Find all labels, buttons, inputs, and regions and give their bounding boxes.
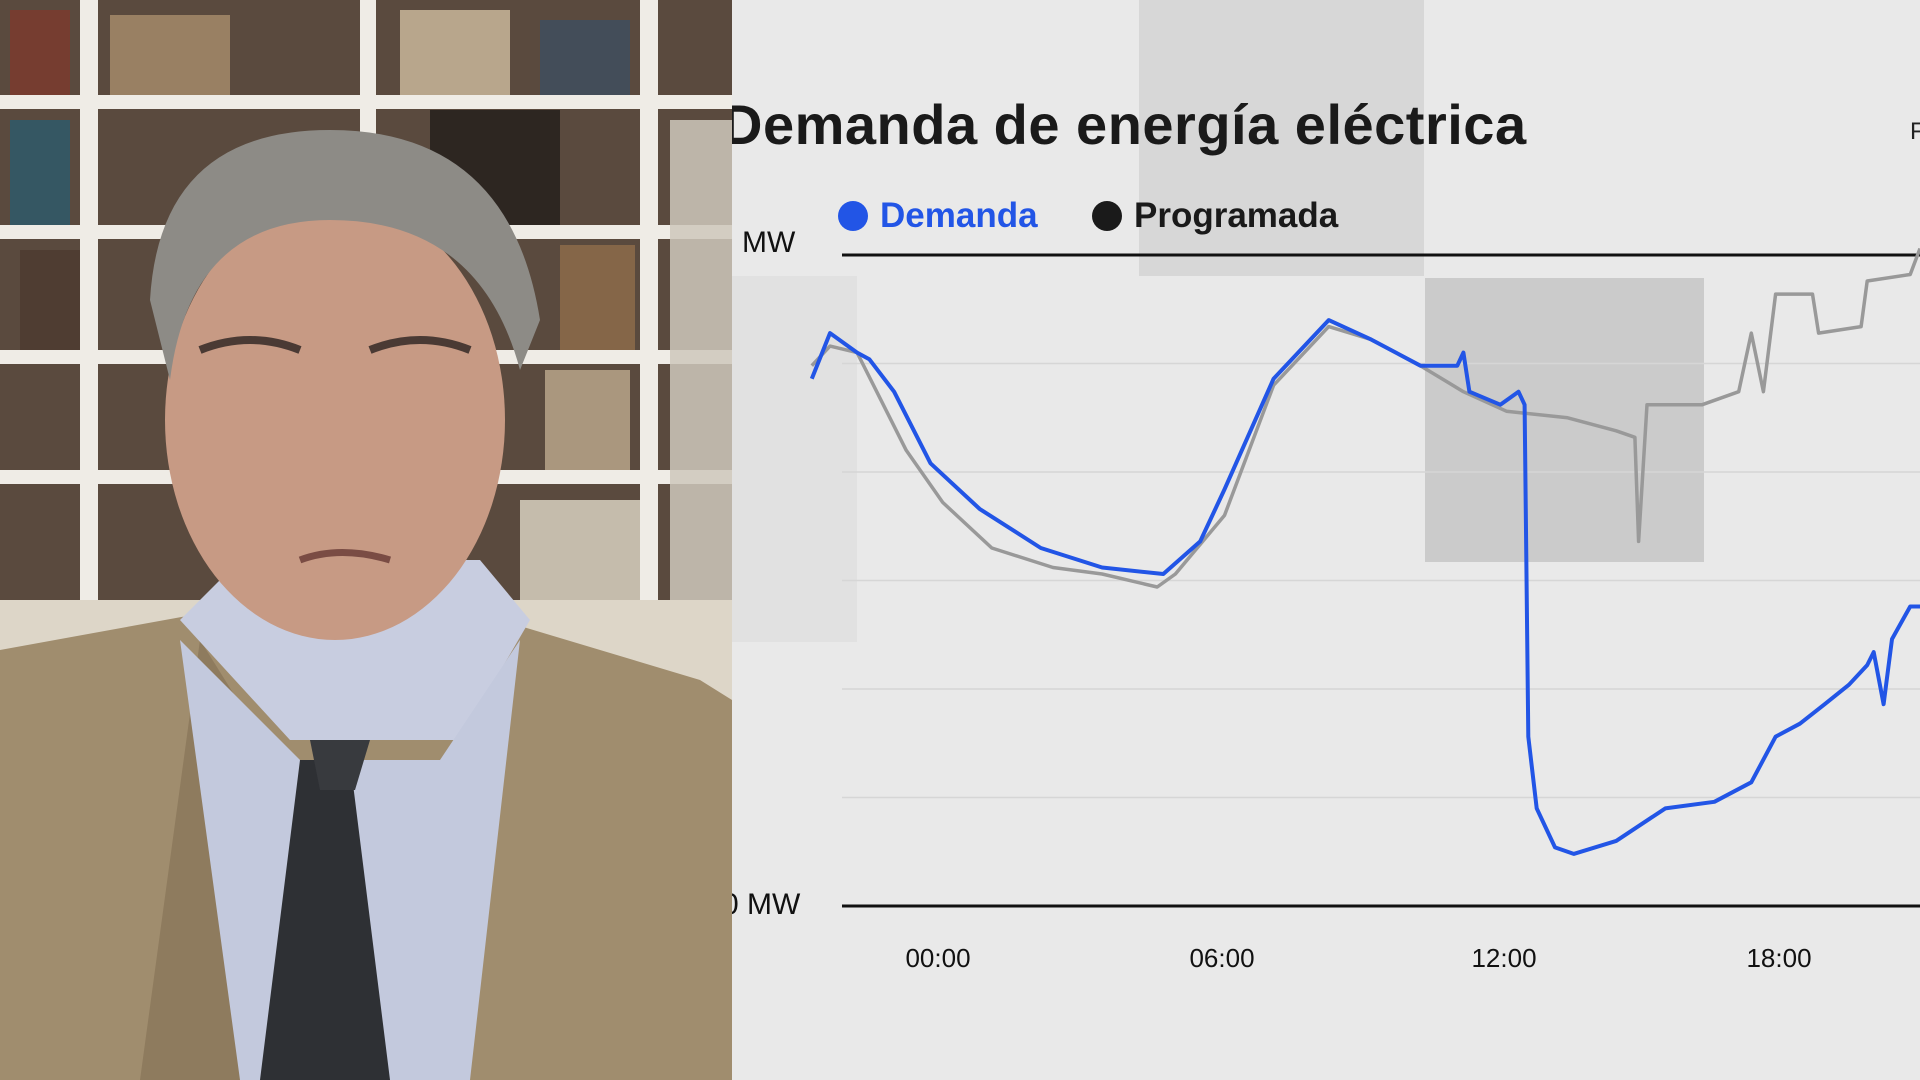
highlight-region — [1425, 278, 1704, 562]
title-right-fragment: F — [1910, 118, 1920, 145]
legend-item-demanda: Demanda — [838, 196, 1038, 236]
person-video-icon — [0, 0, 732, 1080]
legend-dot-icon — [1092, 201, 1122, 231]
chart-title: Demanda de energía eléctrica — [722, 93, 1527, 156]
y-axis-bottom-label: 0 MW — [722, 888, 801, 921]
highlight-region — [1139, 0, 1424, 276]
legend-dot-icon — [838, 201, 868, 231]
y-axis-top-label: MW — [742, 226, 796, 259]
x-tick-label: 12:00 — [1471, 943, 1537, 973]
x-tick-label: 00:00 — [905, 943, 971, 973]
legend-label: Programada — [1134, 196, 1339, 235]
legend-label: Demanda — [880, 196, 1038, 235]
video-feed — [0, 0, 732, 1080]
legend-item-programada: Programada — [1092, 196, 1338, 236]
series-line-programada — [810, 247, 1920, 589]
x-tick-label: 06:00 — [1189, 943, 1255, 973]
series-line-demanda — [809, 318, 1920, 856]
x-tick-label: 18:00 — [1746, 943, 1812, 973]
